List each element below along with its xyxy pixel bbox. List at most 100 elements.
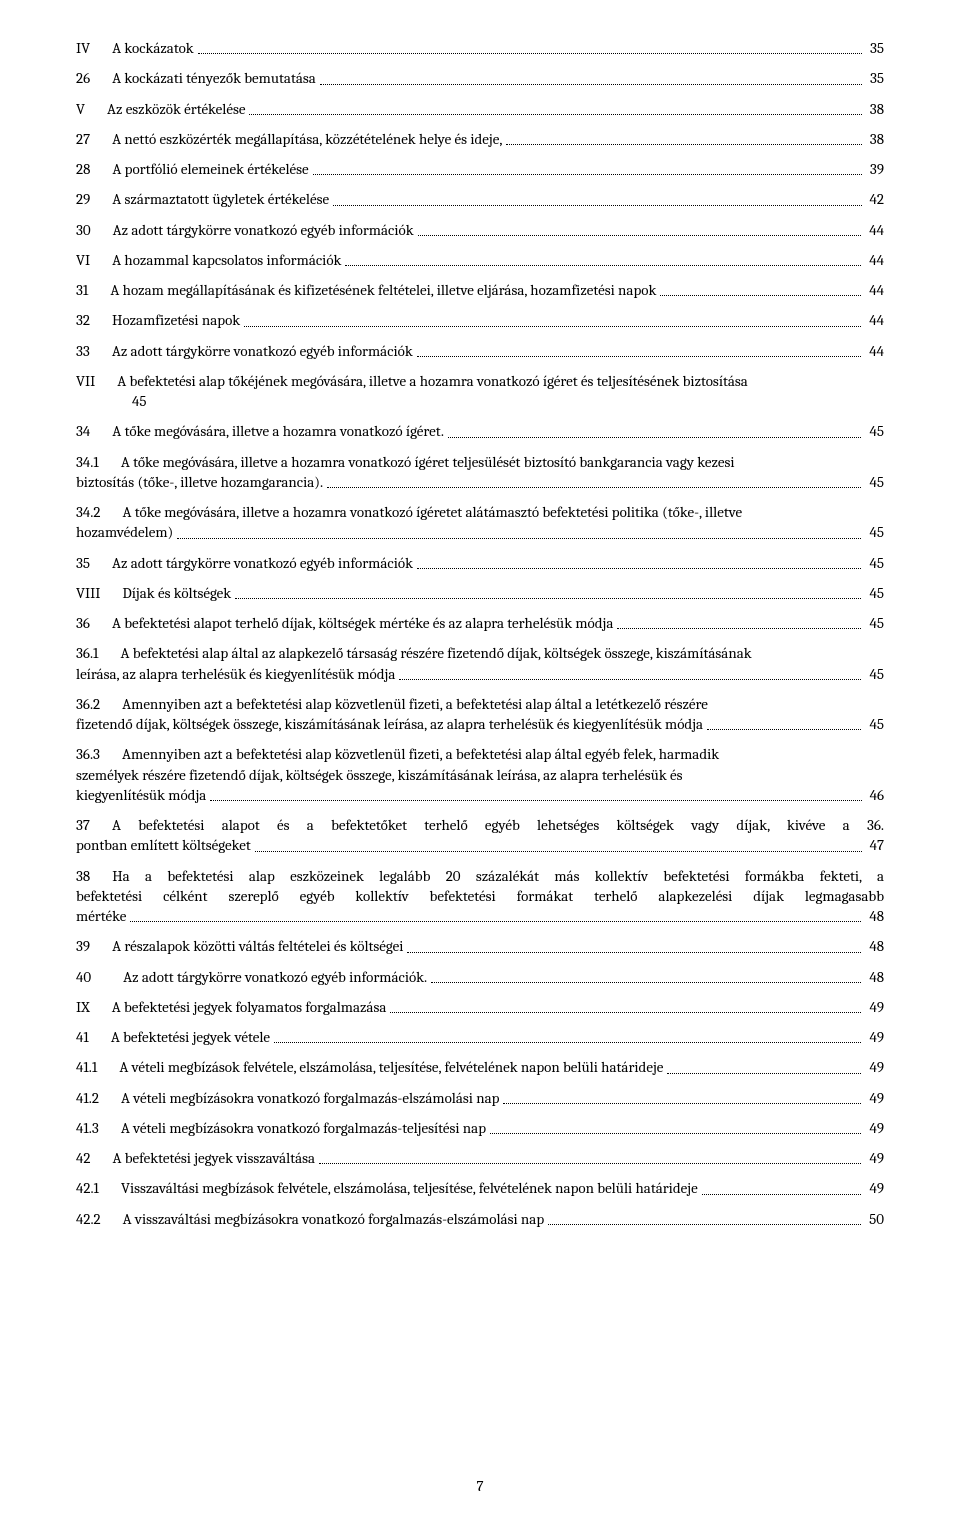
toc-entry: 42.1Visszaváltási megbízások felvétele, …: [76, 1178, 884, 1198]
toc-number: IX: [76, 997, 112, 1017]
leader-dots: [130, 908, 861, 923]
toc-number: VI: [76, 250, 112, 270]
toc-entry: 41A befektetési jegyek vétele49: [76, 1027, 884, 1047]
leader-dots: [198, 40, 862, 55]
leader-dots: [506, 131, 861, 146]
toc-number: 40: [76, 967, 123, 987]
leader-dots: [448, 423, 862, 438]
toc-page: 35: [866, 38, 884, 58]
table-of-contents: IVA kockázatok35 26A kockázati tényezők b…: [76, 38, 884, 1229]
toc-title: A befektetési jegyek vétele: [111, 1027, 270, 1047]
toc-page: 45: [865, 472, 884, 492]
leader-dots: [249, 100, 861, 115]
toc-title: hozamvédelem): [76, 522, 173, 542]
toc-page: 49: [865, 1027, 884, 1047]
leader-dots: [707, 716, 861, 731]
toc-page: 48: [865, 936, 884, 956]
toc-title: A hozammal kapcsolatos információk: [112, 250, 341, 270]
toc-page: 44: [865, 220, 884, 240]
leader-dots: [320, 70, 862, 85]
toc-number: 35: [76, 553, 112, 573]
toc-number: 30: [76, 220, 113, 240]
toc-number: IV: [76, 38, 112, 58]
toc-number: 39: [76, 936, 112, 956]
toc-page: 44: [865, 341, 884, 361]
toc-title: pontban említett költségeket: [76, 835, 251, 855]
toc-title: A befektetési jegyek visszaváltása: [112, 1148, 315, 1168]
toc-page: 48: [865, 967, 884, 987]
toc-entry: 27A nettó eszközérték megállapítása, köz…: [76, 129, 884, 149]
toc-title: mértéke: [76, 906, 126, 926]
toc-entry: 30Az adott tárgykörre vonatkozó egyéb in…: [76, 220, 884, 240]
toc-number: 37: [76, 815, 112, 835]
toc-number: 42: [76, 1148, 112, 1168]
toc-title: Az eszközök értékelése: [107, 99, 245, 119]
toc-page: 44: [865, 250, 884, 270]
toc-entry: 35Az adott tárgykörre vonatkozó egyéb in…: [76, 553, 884, 573]
toc-page: 48: [865, 906, 884, 926]
toc-page: 49: [865, 1118, 884, 1138]
toc-title: A vételi megbízások felvétele, elszámolá…: [119, 1057, 663, 1077]
toc-title: A vételi megbízásokra vonatkozó forgalma…: [121, 1118, 486, 1138]
toc-title: A visszaváltási megbízásokra vonatkozó f…: [123, 1209, 545, 1229]
leader-dots: [274, 1029, 861, 1044]
toc-page: 49: [865, 1178, 884, 1198]
toc-number: 34: [76, 421, 112, 441]
toc-entry: 34.2A tőke megóvására, illetve a hozamra…: [76, 502, 884, 543]
toc-page: 44: [865, 310, 884, 330]
toc-number: 28: [76, 159, 112, 179]
toc-title: kiegyenlítésük módja: [76, 785, 206, 805]
toc-page: 38: [866, 99, 884, 119]
leader-dots: [255, 837, 862, 852]
toc-page: 49: [865, 1148, 884, 1168]
leader-dots: [417, 554, 862, 569]
toc-entry: VIA hozammal kapcsolatos információk 44: [76, 250, 884, 270]
document-page: IVA kockázatok35 26A kockázati tényezők b…: [0, 0, 960, 1520]
leader-dots: [235, 585, 861, 600]
toc-entry: 42A befektetési jegyek visszaváltása 49: [76, 1148, 884, 1168]
leader-dots: [399, 665, 861, 680]
toc-page: 49: [865, 1088, 884, 1108]
toc-entry: 41.2A vételi megbízásokra vonatkozó forg…: [76, 1088, 884, 1108]
toc-entry: 32Hozamfizetési napok44: [76, 310, 884, 330]
toc-entry: 41.1A vételi megbízások felvétele, elszá…: [76, 1057, 884, 1077]
page-number: 7: [0, 1476, 960, 1496]
toc-number: 36.1: [76, 643, 121, 663]
toc-title: A portfólió elemeinek értékelése: [112, 159, 308, 179]
toc-title: biztosítás (tőke-, illetve hozamgarancia…: [76, 472, 323, 492]
leader-dots: [313, 161, 862, 176]
toc-entry: 39A részalapok közötti váltás feltételei…: [76, 936, 884, 956]
toc-page: 45: [76, 391, 884, 411]
toc-entry: 33Az adott tárgykörre vonatkozó egyéb in…: [76, 341, 884, 361]
toc-number: VIII: [76, 583, 122, 603]
toc-number: 41.3: [76, 1118, 121, 1138]
toc-title: leírása, az alapra terhelésük és kiegyen…: [76, 664, 395, 684]
toc-number: 31: [76, 280, 110, 300]
toc-entry: VIIA befektetési alap tőkéjének megóvásá…: [76, 371, 884, 412]
toc-page: 49: [865, 1057, 884, 1077]
toc-number: 32: [76, 310, 112, 330]
toc-entry: IVA kockázatok35: [76, 38, 884, 58]
toc-entry: VIIIDíjak és költségek45: [76, 583, 884, 603]
toc-title: A hozam megállapításának és kifizetéséne…: [110, 280, 656, 300]
toc-entry: 36.3Amennyiben azt a befektetési alap kö…: [76, 744, 884, 805]
toc-number: V: [76, 99, 107, 119]
toc-entry: 36A befektetési alapot terhelő díjak, kö…: [76, 613, 884, 633]
leader-dots: [667, 1059, 861, 1074]
toc-title: Az adott tárgykörre vonatkozó egyéb info…: [123, 967, 427, 987]
toc-title: A tőke megóvására, illetve a hozamra von…: [112, 421, 444, 441]
toc-title: A befektetési jegyek folyamatos forgalma…: [112, 997, 387, 1017]
toc-title: Díjak és költségek: [122, 583, 231, 603]
toc-title: A befektetési alap tőkéjének megóvására,…: [117, 371, 884, 391]
toc-entry: 26A kockázati tényezők bemutatása35: [76, 68, 884, 88]
toc-entry: 40Az adott tárgykörre vonatkozó egyéb in…: [76, 967, 884, 987]
leader-dots: [319, 1150, 861, 1165]
toc-page: 35: [866, 68, 884, 88]
leader-dots: [431, 968, 861, 983]
leader-dots: [177, 524, 861, 539]
leader-dots: [333, 191, 861, 206]
toc-page: 45: [865, 613, 884, 633]
toc-number: 41.1: [76, 1057, 119, 1077]
toc-title: A nettó eszközérték megállapítása, közzé…: [112, 129, 502, 149]
toc-number: 42.2: [76, 1209, 123, 1229]
